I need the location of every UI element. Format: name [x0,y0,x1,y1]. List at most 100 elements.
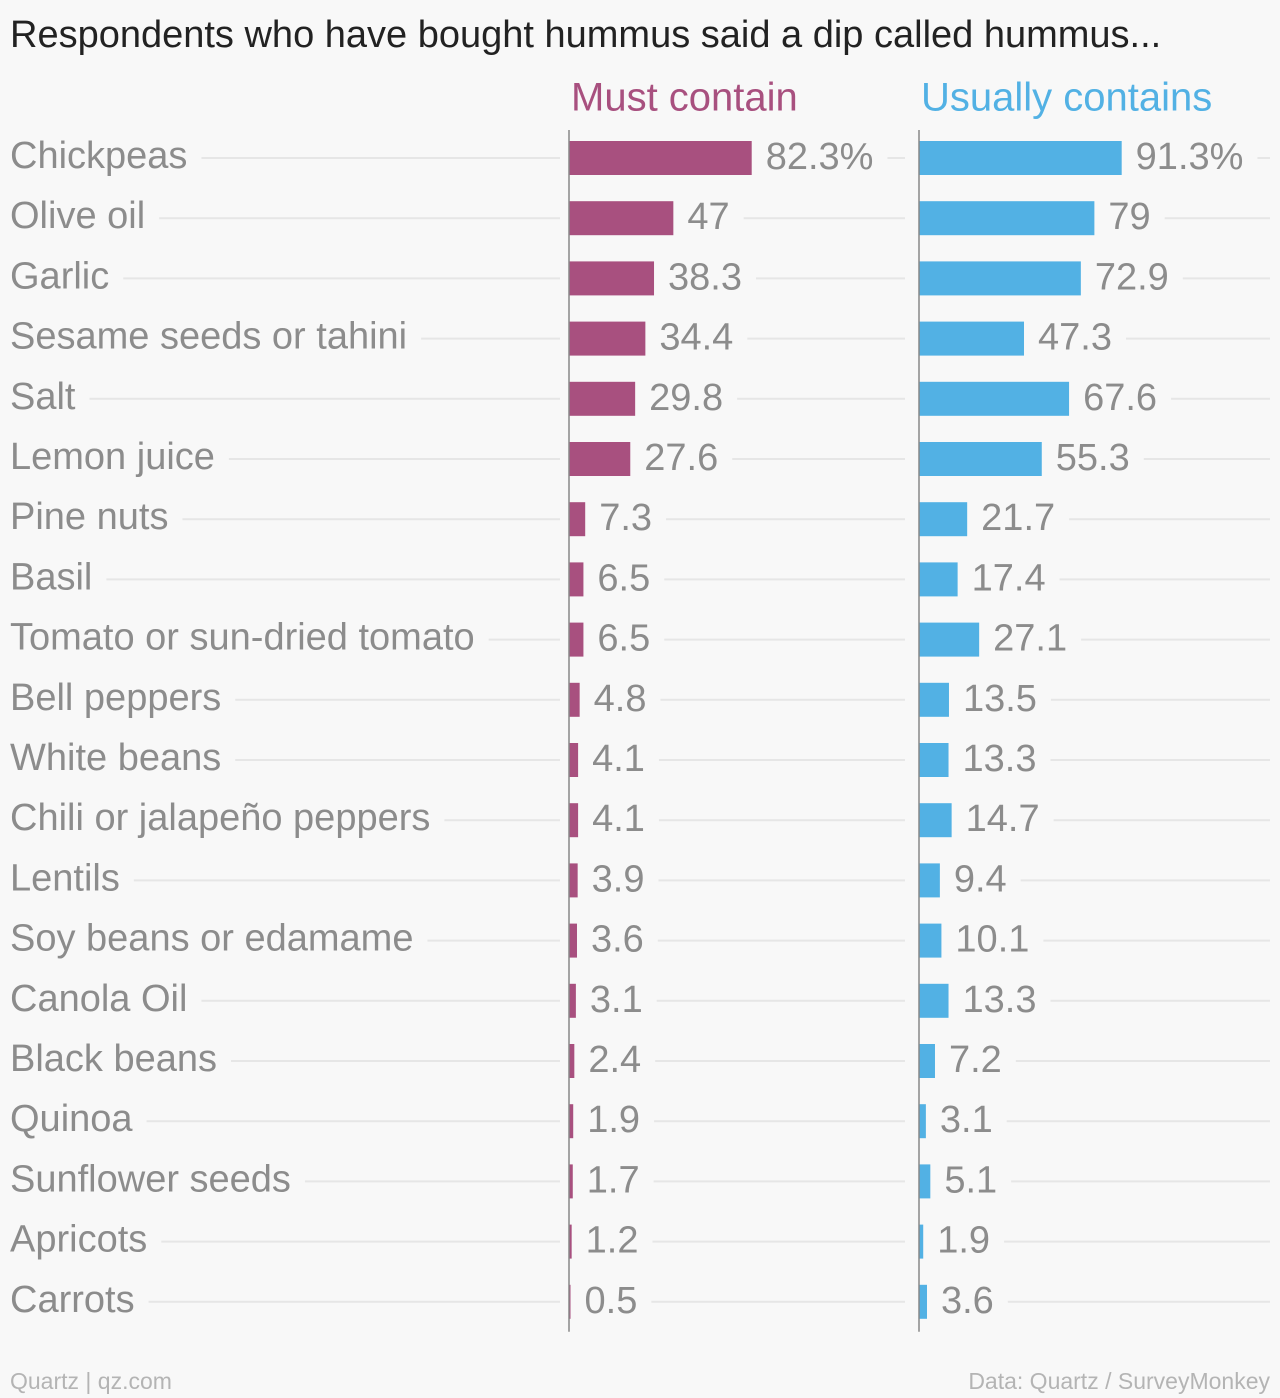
category-label: Pine nuts [10,496,168,538]
bar-usually-contains [919,803,952,838]
data-label: 3.6 [941,1280,994,1322]
data-label: 47.3 [1038,317,1112,359]
data-label: 29.8 [649,377,723,419]
data-label: 5.1 [944,1159,997,1201]
bar-must-contain [569,622,584,657]
data-label: 13.3 [963,738,1037,780]
category-label: Olive oil [10,195,145,237]
data-label: 13.3 [963,979,1037,1021]
category-label: Carrots [10,1279,135,1321]
bar-must-contain [569,803,579,838]
bar-must-contain [569,201,674,236]
category-label: Chili or jalapeño peppers [10,797,430,839]
data-label: 6.5 [597,618,650,660]
category-label: Sesame seeds or tahini [10,316,407,358]
category-label: Tomato or sun-dried tomato [10,617,475,659]
bar-must-contain [569,1044,575,1078]
data-label: 55.3 [1056,437,1130,479]
data-label: 0.5 [585,1280,638,1322]
category-label: Black beans [10,1038,217,1080]
data-label: 14.7 [966,798,1040,840]
bar-usually-contains [919,682,949,717]
bar-usually-contains [919,983,949,1018]
category-label: Bell peppers [10,677,221,719]
series-header-must-contain: Must contain [571,76,798,120]
data-label: 27.1 [993,618,1067,660]
data-label: 38.3 [668,256,742,298]
category-label: Quinoa [10,1098,133,1140]
bar-must-contain [569,261,655,296]
bar-must-contain [569,141,752,175]
bar-usually-contains [919,1164,931,1199]
category-label: Apricots [10,1219,147,1261]
bar-must-contain [569,1224,572,1259]
bar-usually-contains [919,442,1042,476]
data-label: 6.5 [597,557,650,599]
data-label: 1.9 [937,1220,990,1262]
bar-usually-contains [919,1104,926,1139]
data-label: 2.4 [588,1039,641,1081]
category-label: White beans [10,737,221,779]
footer-source: Data: Quartz / SurveyMonkey [968,1368,1270,1394]
bar-must-contain [569,1164,573,1199]
bar-usually-contains [919,562,958,597]
bar-must-contain [569,1104,574,1139]
data-label: 10.1 [955,919,1029,961]
data-label: 7.3 [599,497,652,539]
data-label: 7.2 [949,1039,1002,1081]
bar-must-contain [569,923,577,958]
bar-must-contain [569,562,584,597]
data-label: 4.1 [592,798,645,840]
bar-must-contain [569,743,579,777]
data-label: 47 [687,196,729,238]
bar-usually-contains [919,622,980,657]
data-label: 72.9 [1095,256,1169,298]
category-label: Garlic [10,255,109,297]
bar-usually-contains [919,1044,935,1078]
bar-usually-contains [919,502,968,537]
category-label: Salt [10,376,76,418]
bar-usually-contains [919,1224,924,1259]
data-label: 3.1 [940,1099,993,1141]
category-label: Lentils [10,857,120,899]
data-label: 91.3% [1136,136,1244,178]
bar-must-contain [569,863,578,898]
data-label: 3.9 [592,858,645,900]
bar-chart: Chickpeas Olive oil Garlic Sesame seeds or … [10,76,1270,1332]
bar-must-contain [569,983,576,1018]
data-label: 1.2 [586,1220,639,1262]
category-label: Canola Oil [10,978,187,1020]
data-label: 1.9 [587,1099,640,1141]
bar-usually-contains [919,261,1081,296]
data-label: 9.4 [954,858,1007,900]
bar-usually-contains [919,201,1095,236]
data-label: 3.1 [590,979,643,1021]
bar-usually-contains [919,863,940,898]
bar-must-contain [569,442,631,476]
bar-usually-contains [919,381,1070,416]
data-label: 1.7 [587,1159,640,1201]
bar-usually-contains [919,743,949,777]
category-label: Chickpeas [10,135,187,177]
data-label: 3.6 [591,919,644,961]
data-label: 67.6 [1083,377,1157,419]
series-header-usually-contains: Usually contains [921,76,1212,120]
data-label: 13.5 [963,678,1037,720]
bar-must-contain [569,682,580,717]
chart-title: Respondents who have bought hummus said … [10,14,1162,56]
data-label: 27.6 [644,437,718,479]
bar-usually-contains [919,141,1122,175]
data-label: 17.4 [972,557,1046,599]
data-label: 82.3% [766,136,874,178]
bar-usually-contains [919,923,942,958]
bar-usually-contains [919,321,1025,356]
bar-must-contain [569,321,646,356]
data-label: 4.8 [594,678,647,720]
data-label: 4.1 [592,738,645,780]
data-label: 79 [1108,196,1150,238]
category-label: Sunflower seeds [10,1158,291,1200]
bar-usually-contains [919,1284,927,1319]
bar-must-contain [569,381,636,416]
bar-must-contain [569,502,586,537]
category-label: Lemon juice [10,436,215,478]
